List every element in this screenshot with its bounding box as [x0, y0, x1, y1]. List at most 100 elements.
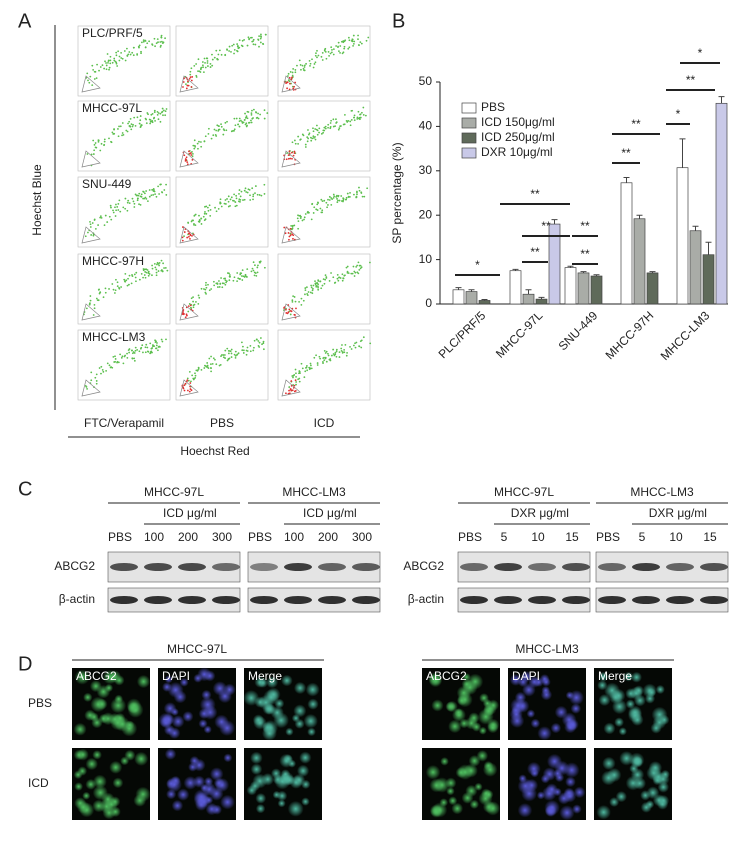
event-dot [242, 345, 244, 348]
event-dot [227, 272, 229, 274]
event-dot [337, 41, 340, 44]
significance-label: * [698, 46, 703, 60]
sp-dot [289, 82, 291, 85]
event-dot [207, 209, 210, 212]
lane-label: 200 [178, 530, 198, 544]
event-dot [227, 205, 230, 208]
event-dot [258, 341, 261, 344]
event-dot [94, 376, 97, 379]
event-dot [159, 120, 162, 123]
cell [92, 774, 107, 789]
event-dot [140, 124, 143, 127]
event-dot [313, 137, 315, 139]
event-dot [263, 109, 266, 112]
event-dot [140, 346, 143, 349]
event-dot [128, 283, 130, 286]
cell [530, 718, 541, 729]
event-dot [96, 63, 98, 66]
event-dot [304, 370, 307, 373]
event-dot [354, 271, 357, 274]
sp-dot [188, 390, 191, 393]
sp-dot [290, 151, 293, 154]
sp-dot [293, 390, 296, 393]
event-dot [355, 265, 358, 268]
event-dot [224, 357, 226, 359]
event-dot [333, 195, 336, 198]
cell [203, 725, 212, 734]
event-dot [318, 127, 321, 130]
cell [198, 708, 210, 720]
sp-dot [182, 86, 184, 88]
cell [193, 673, 203, 683]
cell [481, 788, 492, 799]
event-dot [161, 340, 164, 343]
event-dot [152, 187, 155, 190]
event-dot [252, 117, 254, 119]
treatment-label: ICD μg/ml [303, 506, 357, 520]
event-dot [192, 144, 195, 147]
event-dot [343, 45, 346, 48]
event-dot [214, 358, 216, 361]
sp-dot [291, 233, 294, 236]
event-dot [313, 206, 316, 209]
cell [85, 757, 98, 771]
event-dot [329, 359, 332, 362]
event-dot [191, 150, 193, 153]
bar [620, 182, 633, 305]
event-dot [246, 350, 249, 352]
event-dot [157, 118, 160, 121]
event-dot [292, 374, 295, 377]
event-dot [128, 202, 131, 205]
event-dot [221, 286, 224, 289]
event-dot [342, 277, 345, 280]
bar [564, 267, 577, 305]
sp-dot [290, 389, 293, 392]
event-dot [332, 353, 335, 355]
sp-dot [187, 80, 189, 83]
event-dot [130, 282, 133, 285]
event-dot [157, 185, 160, 188]
lane-label: 300 [212, 530, 232, 544]
event-dot [320, 287, 323, 290]
event-dot [103, 140, 106, 143]
y-axis-label: Hoechst Blue [30, 164, 44, 236]
event-dot [88, 81, 91, 84]
sp-dot [292, 154, 295, 157]
event-dot [142, 39, 145, 42]
sp-dot [182, 387, 185, 390]
event-dot [235, 194, 238, 197]
event-dot [249, 350, 252, 353]
event-dot [312, 284, 315, 287]
event-dot [241, 45, 244, 48]
event-dot [341, 279, 344, 282]
panel-label: B [392, 10, 405, 32]
event-dot [335, 196, 338, 198]
event-dot [108, 68, 110, 71]
event-dot [195, 63, 198, 65]
event-dot [115, 62, 118, 65]
event-dot [210, 355, 212, 358]
event-dot [156, 342, 158, 344]
event-dot [252, 198, 254, 201]
event-dot [349, 124, 352, 127]
sp-dot [287, 311, 290, 314]
lane-label: PBS [458, 530, 482, 544]
event-dot [350, 119, 353, 121]
event-dot [95, 77, 98, 80]
event-dot [334, 351, 337, 354]
sp-dot [286, 87, 288, 90]
event-dot [348, 39, 351, 42]
sp-dot [284, 232, 287, 235]
error-bar [567, 265, 574, 268]
error-bar [512, 268, 519, 271]
gate [281, 303, 301, 321]
stain-label: ABCG2 [76, 669, 117, 683]
event-dot [243, 119, 246, 121]
event-dot [111, 283, 114, 285]
event-dot [154, 193, 157, 196]
event-dot [326, 206, 328, 209]
event-dot [125, 129, 128, 132]
event-dot [160, 111, 163, 114]
event-dot [157, 112, 160, 114]
event-dot [357, 38, 359, 41]
